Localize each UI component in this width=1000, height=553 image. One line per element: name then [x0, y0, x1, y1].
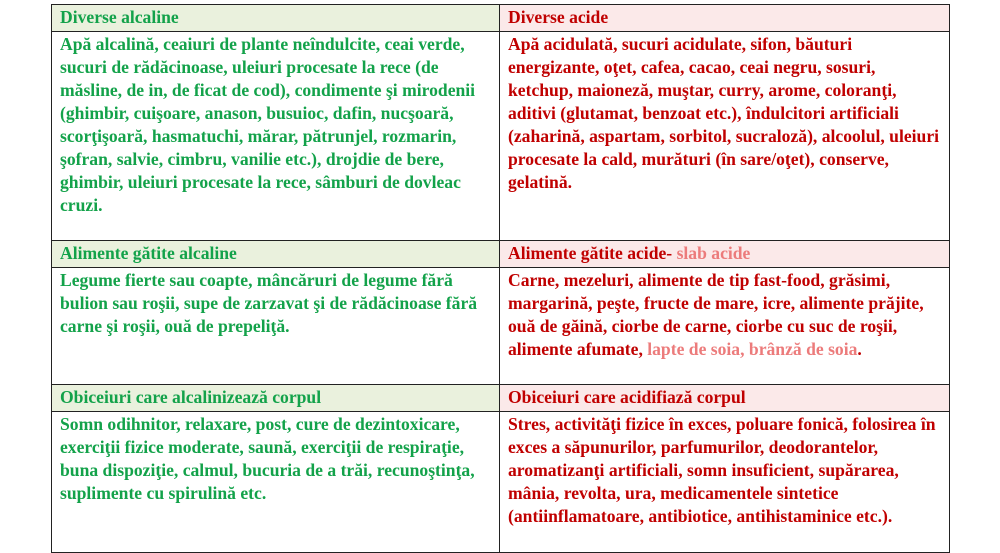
alkaline-foods-cell: Apă alcalină, ceaiuri de plante neîndulc… — [51, 31, 500, 241]
acid-header: Diverse acide — [499, 4, 950, 32]
alkaline-foods-text: Apă alcalină, ceaiuri de plante neîndulc… — [60, 34, 476, 215]
acid-foods-text: Apă acidulată, sucuri acidulate, sifon, … — [508, 34, 940, 192]
section-body-row: Apă alcalină, ceaiuri de plante neîndulc… — [51, 31, 950, 241]
section-header-row: Obiceiuri care alcalinizează corpul Obic… — [51, 384, 950, 412]
alkaline-header-text: Obiceiuri care alcalinizează corpul — [60, 387, 322, 407]
acid-foods-cell: Carne, mezeluri, alimente de tip fast-fo… — [499, 267, 950, 385]
acid-header-text: Alimente gătite acide- — [508, 243, 677, 263]
alkaline-foods-cell: Legume fierte sau coapte, mâncăruri de l… — [51, 267, 500, 385]
acid-foods-cell: Apă acidulată, sucuri acidulate, sifon, … — [499, 31, 950, 241]
acid-header: Alimente gătite acide- slab acide — [499, 240, 950, 268]
alkaline-header: Alimente gătite alcaline — [51, 240, 500, 268]
section-header-row: Diverse alcaline Diverse acide — [51, 4, 950, 32]
acid-foods-text-end: . — [857, 339, 862, 359]
acid-header-text: Diverse acide — [508, 7, 609, 27]
section-header-row: Alimente gătite alcaline Alimente gătite… — [51, 240, 950, 268]
acid-header-weak-text: slab acide — [676, 243, 751, 263]
weak-acid-foods-text: lapte de soia, brânză de soia — [647, 339, 858, 359]
acid-habits-cell: Stres, activităţi fizice în exces, polua… — [499, 411, 950, 553]
acid-habits-text: Stres, activităţi fizice în exces, polua… — [508, 414, 936, 526]
section-body-row: Legume fierte sau coapte, mâncăruri de l… — [51, 267, 950, 385]
alkaline-header: Diverse alcaline — [51, 4, 500, 32]
alkaline-habits-cell: Somn odihnitor, relaxare, post, cure de … — [51, 411, 500, 553]
acid-foods-text: Carne, mezeluri, alimente de tip fast-fo… — [508, 270, 924, 359]
alkaline-header: Obiceiuri care alcalinizează corpul — [51, 384, 500, 412]
acid-header: Obiceiuri care acidifiază corpul — [499, 384, 950, 412]
alkaline-habits-text: Somn odihnitor, relaxare, post, cure de … — [60, 414, 475, 503]
section-body-row: Somn odihnitor, relaxare, post, cure de … — [51, 411, 950, 553]
acid-header-text: Obiceiuri care acidifiază corpul — [508, 387, 746, 407]
alkaline-foods-text: Legume fierte sau coapte, mâncăruri de l… — [60, 270, 478, 336]
alkaline-acid-table: Diverse alcaline Diverse acide Apă alcal… — [51, 4, 950, 553]
alkaline-header-text: Diverse alcaline — [60, 7, 179, 27]
alkaline-header-text: Alimente gătite alcaline — [60, 243, 237, 263]
